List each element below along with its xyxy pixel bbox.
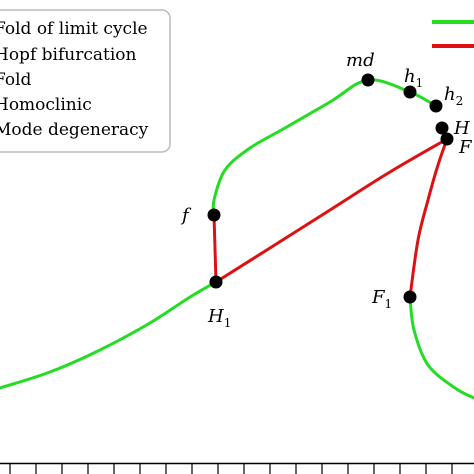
series-1-segment-0: [212, 213, 218, 284]
curve-layer: [0, 78, 474, 400]
legend-entry-fold: Fold: [0, 70, 32, 90]
point-label-3: H: [453, 118, 470, 139]
point-marker-2: [429, 99, 443, 113]
point-label-4: F: [458, 137, 473, 158]
legend-entry-fold-limit-cycle: Fold of limit cycle: [0, 19, 148, 39]
series-0-segment-2: [408, 295, 474, 400]
point-marker-0: [361, 73, 375, 87]
point-label-2: h2: [444, 84, 463, 108]
point-label-0: md: [346, 50, 375, 71]
point-marker-6: [209, 275, 223, 289]
legend-box: [0, 9, 171, 153]
point-label-6: H1: [207, 306, 231, 330]
point-marker-4: [440, 132, 454, 146]
point-marker-1: [403, 85, 417, 99]
series-1-segment-2: [408, 137, 449, 299]
point-marker-7: [403, 290, 417, 304]
series-legend: [432, 20, 474, 48]
point-label-7: F1: [371, 287, 392, 311]
legend-entry-hopf: Hopf bifurcation: [0, 45, 136, 65]
point-label-1: h1: [404, 66, 423, 90]
series-0-segment-1: [211, 78, 438, 217]
point-marker-5: [207, 208, 221, 222]
point-marker-3: [435, 121, 449, 135]
point-label-5: f: [180, 205, 192, 226]
point-layer: md h1 h2 HFf H1 F1: [180, 50, 473, 330]
series-1-segment-1: [214, 137, 449, 284]
legend-entry-homoclinic: Homoclinic: [0, 95, 92, 115]
series-0-segment-0: [0, 280, 218, 390]
legend: Fold of limit cycle Hopf bifurcation Fol…: [0, 9, 171, 153]
legend-entry-mode-degeneracy: Mode degeneracy: [0, 120, 149, 140]
x-axis: [0, 462, 474, 474]
